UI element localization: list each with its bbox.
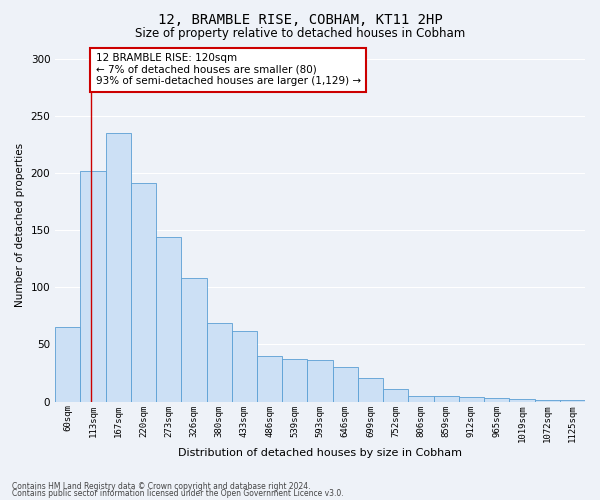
Bar xyxy=(383,389,409,402)
Text: Contains public sector information licensed under the Open Government Licence v3: Contains public sector information licen… xyxy=(12,490,344,498)
Bar xyxy=(358,378,383,402)
Y-axis label: Number of detached properties: Number of detached properties xyxy=(15,142,25,306)
Text: 12, BRAMBLE RISE, COBHAM, KT11 2HP: 12, BRAMBLE RISE, COBHAM, KT11 2HP xyxy=(158,12,442,26)
Bar xyxy=(332,368,358,402)
Bar xyxy=(560,400,585,402)
Bar xyxy=(55,328,80,402)
Bar xyxy=(80,171,106,402)
Text: 12 BRAMBLE RISE: 120sqm
← 7% of detached houses are smaller (80)
93% of semi-det: 12 BRAMBLE RISE: 120sqm ← 7% of detached… xyxy=(95,53,361,86)
Bar xyxy=(459,397,484,402)
Bar xyxy=(509,400,535,402)
Bar xyxy=(181,278,206,402)
Bar xyxy=(156,237,181,402)
Bar xyxy=(131,184,156,402)
Bar xyxy=(307,360,332,402)
Bar xyxy=(434,396,459,402)
Bar xyxy=(409,396,434,402)
Text: Contains HM Land Registry data © Crown copyright and database right 2024.: Contains HM Land Registry data © Crown c… xyxy=(12,482,311,491)
Text: Size of property relative to detached houses in Cobham: Size of property relative to detached ho… xyxy=(135,28,465,40)
Bar xyxy=(535,400,560,402)
Bar xyxy=(282,360,307,402)
Bar xyxy=(232,330,257,402)
Bar xyxy=(106,133,131,402)
Bar xyxy=(257,356,282,402)
Bar xyxy=(206,322,232,402)
Bar xyxy=(484,398,509,402)
X-axis label: Distribution of detached houses by size in Cobham: Distribution of detached houses by size … xyxy=(178,448,462,458)
